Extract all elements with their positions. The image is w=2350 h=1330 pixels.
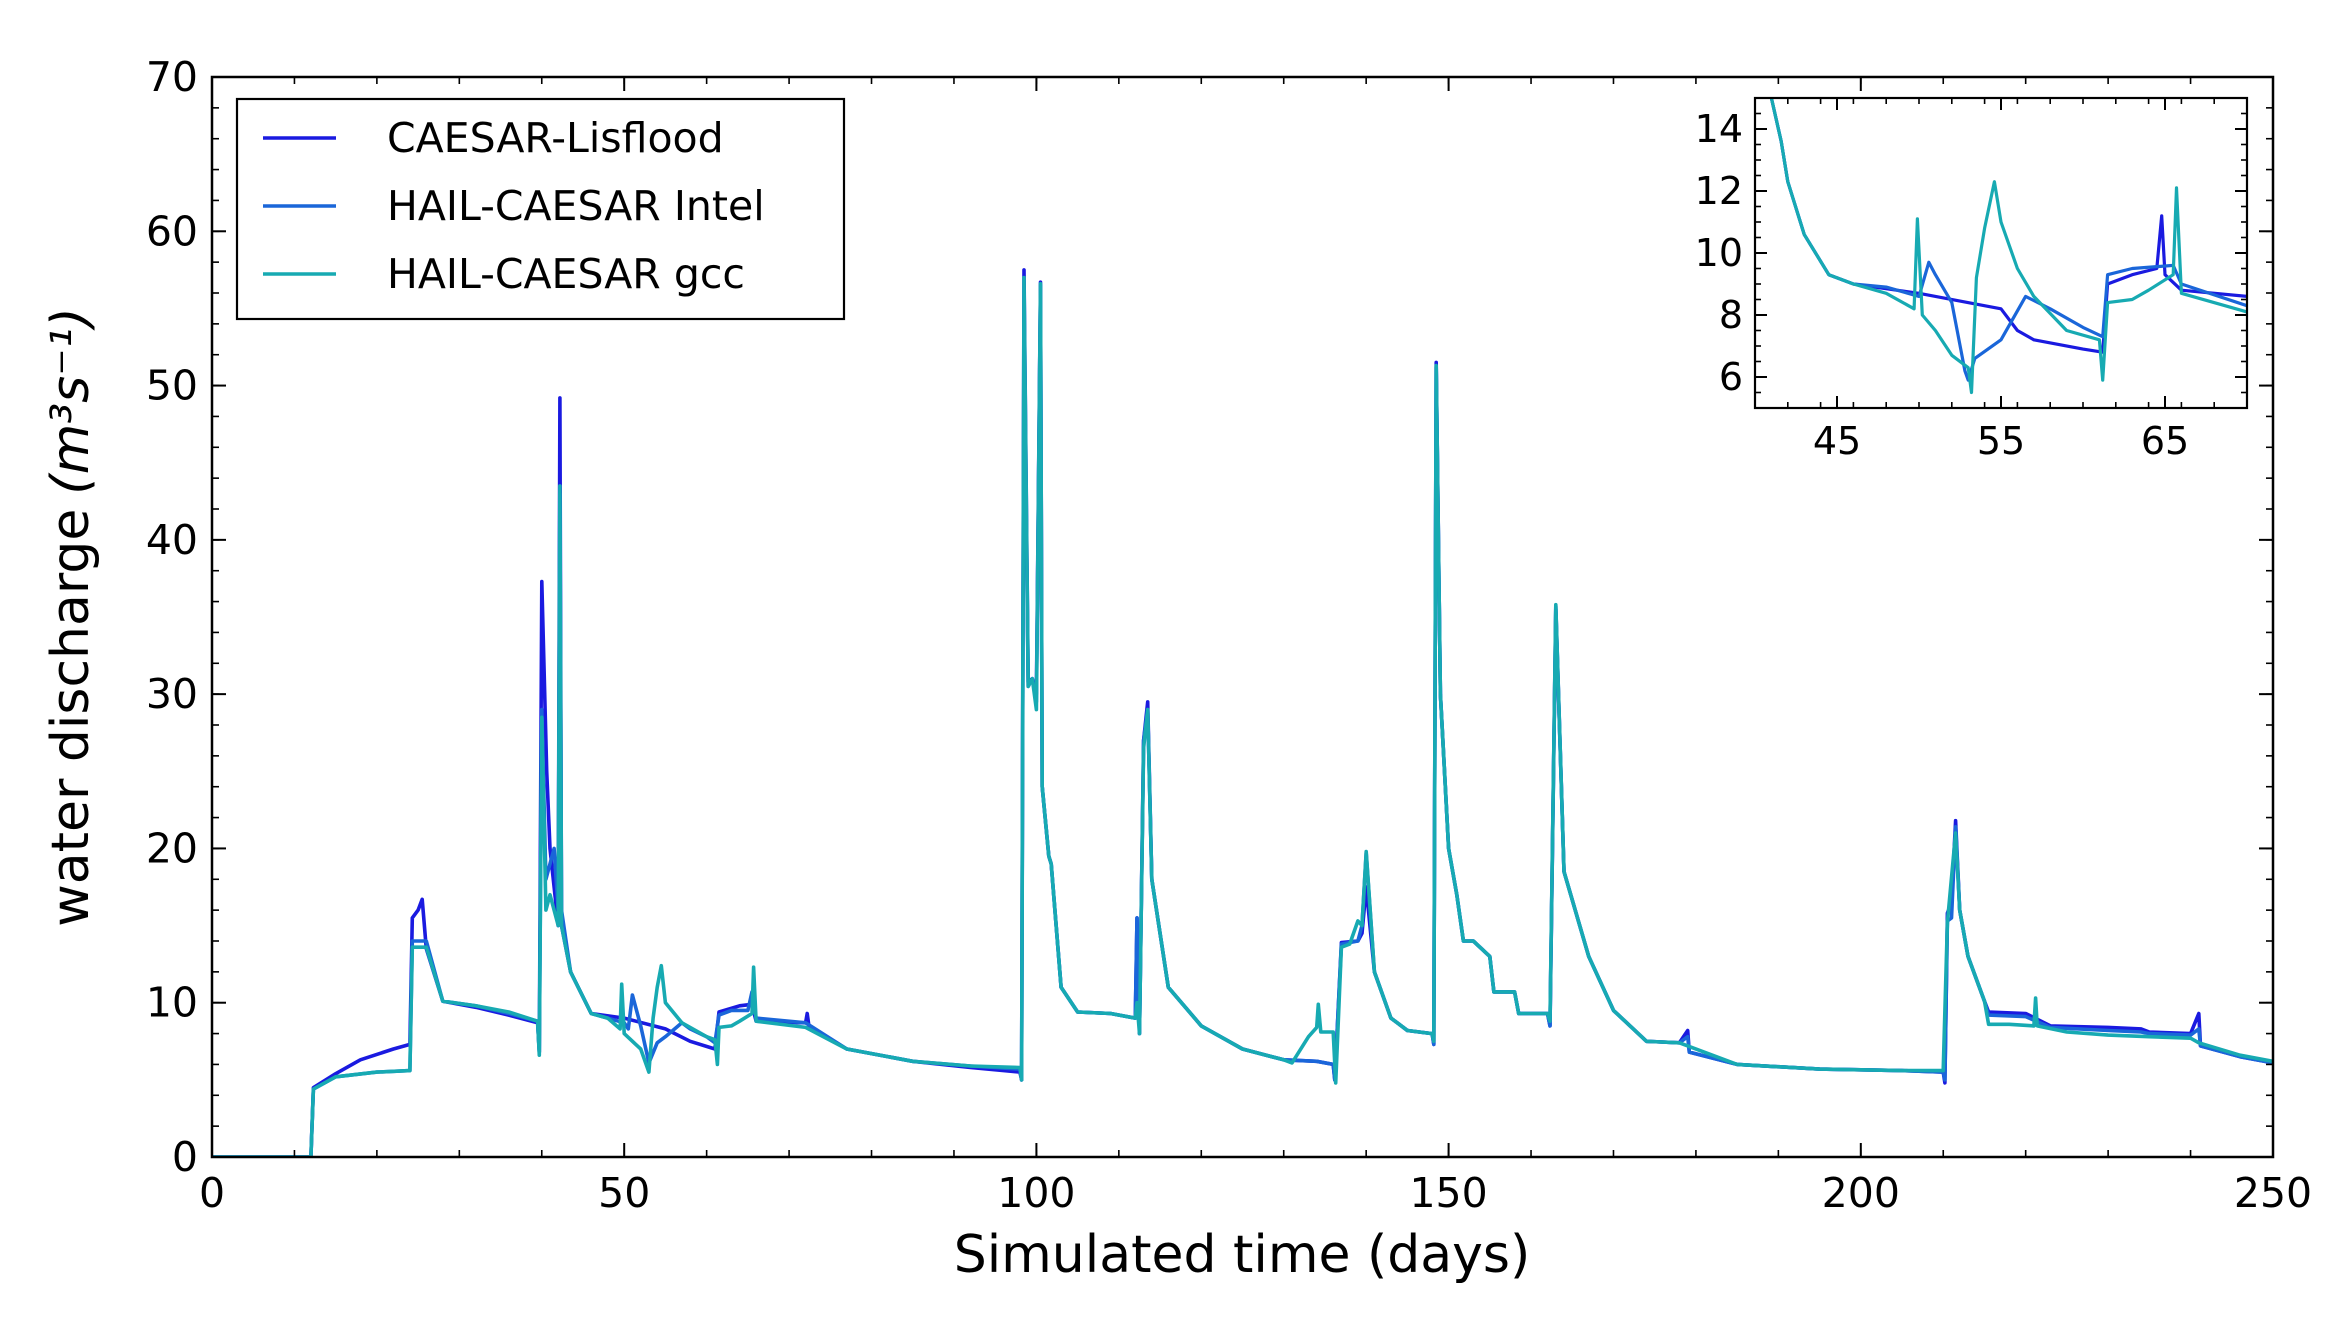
main-y-tick-label: 70 [146, 53, 198, 101]
main-y-tick-label: 0 [172, 1133, 198, 1181]
y-axis-label: water discharge (m³s⁻¹) [41, 307, 101, 927]
main-x-tick-label: 0 [199, 1169, 225, 1217]
legend: CAESAR-Lisflood HAIL-CAESAR Intel HAIL-C… [235, 97, 846, 321]
y-axis-label-text: water discharge [41, 509, 101, 927]
inset-x-tick-label: 55 [1977, 419, 2025, 463]
y-axis-label-units: (m³s⁻¹) [41, 307, 101, 494]
main-y-tick-label: 30 [146, 670, 198, 718]
legend-box [235, 97, 846, 321]
inset-y-tick-label: 6 [1719, 355, 1743, 399]
main-y-tick-label: 40 [146, 516, 198, 564]
inset-y-tick-label: 10 [1695, 231, 1743, 275]
inset-plot: 45 55 65 6 8 10 12 14 [1695, 96, 2249, 463]
main-x-tick-label: 150 [1409, 1169, 1487, 1217]
main-series-group [212, 268, 2273, 1157]
inset-series-line-3 [1769, 98, 2247, 395]
inset-y-tick-label: 8 [1719, 293, 1743, 337]
legend-label-hail-caesar-gcc: HAIL-CAESAR gcc [387, 250, 745, 298]
inset-series-group [1769, 98, 2247, 395]
main-y-tick-label: 60 [146, 207, 198, 255]
inset-y-tick-label: 14 [1695, 107, 1743, 151]
main-plot-frame [210, 75, 2275, 1159]
legend-label-caesar-lisflood: CAESAR-Lisflood [387, 114, 724, 162]
main-x-tick-label: 100 [997, 1169, 1075, 1217]
inset-x-tick-label: 45 [1813, 419, 1861, 463]
main-plot: 0 50 100 150 200 250 0 10 20 30 40 50 60 70 Simulated… [41, 53, 2312, 1285]
main-x-tick-label: 250 [2234, 1169, 2312, 1217]
legend-label-hail-caesar-intel: HAIL-CAESAR Intel [387, 182, 765, 230]
inset-y-tick-label: 12 [1695, 169, 1743, 213]
inset-x-tick-label: 65 [2141, 419, 2189, 463]
main-series-line-caesar-lisflood [212, 268, 2273, 1157]
main-series-line-hail-caesar-intel [212, 283, 2273, 1157]
main-series-line-hail-caesar-gcc [212, 275, 2273, 1157]
inset-ticks: 45 55 65 6 8 10 12 14 [1695, 97, 2248, 463]
main-ticks: 0 50 100 150 200 250 0 10 20 30 40 50 60 70 [146, 53, 2312, 1217]
main-x-tick-label: 200 [1822, 1169, 1900, 1217]
main-y-tick-label: 20 [146, 824, 198, 872]
main-y-tick-label: 50 [146, 362, 198, 410]
x-axis-label: Simulated time (days) [954, 1225, 1531, 1285]
main-y-tick-label: 10 [146, 979, 198, 1027]
main-x-tick-label: 50 [598, 1169, 650, 1217]
